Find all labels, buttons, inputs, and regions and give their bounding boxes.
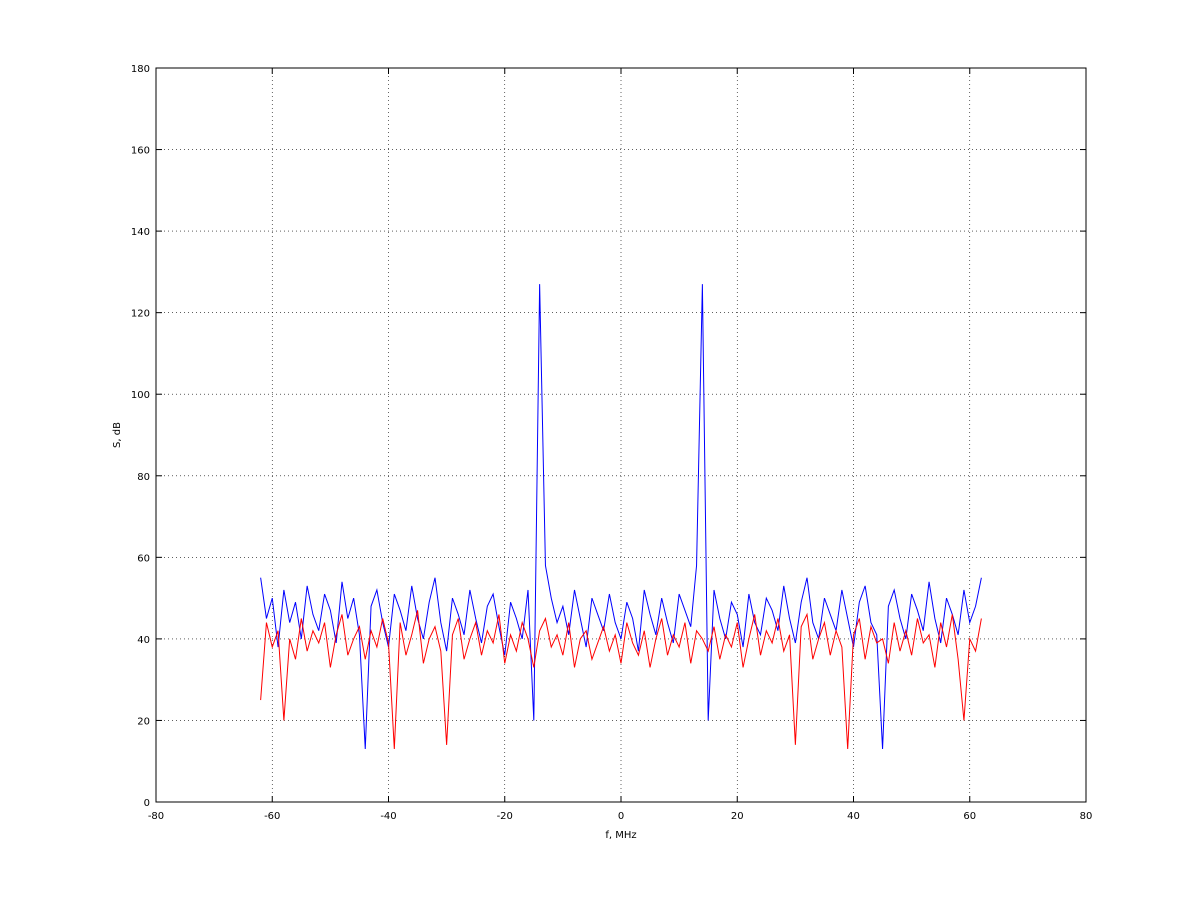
y-tick-label: 160 <box>131 146 150 157</box>
data-line <box>260 610 982 750</box>
y-axis-label: S, dB <box>112 422 123 448</box>
y-tick-label: 120 <box>131 309 150 320</box>
y-tick-label: 20 <box>137 716 150 727</box>
x-tick-label: 80 <box>1080 811 1093 822</box>
y-tick-label: 60 <box>137 553 150 564</box>
x-tick-label: 0 <box>618 811 624 822</box>
plot-frame <box>155 67 1087 803</box>
x-tick-label: -60 <box>264 811 280 822</box>
x-tick-label: -20 <box>497 811 513 822</box>
y-tick-label: 40 <box>137 635 150 646</box>
x-tick-label: 60 <box>963 811 976 822</box>
y-tick-label: 180 <box>131 64 150 75</box>
data-line <box>260 284 982 750</box>
y-tick-label: 100 <box>131 390 150 401</box>
y-tick-label: 0 <box>144 798 150 809</box>
y-tick-label: 80 <box>137 472 150 483</box>
x-tick-label: -80 <box>148 811 164 822</box>
x-tick-label: 40 <box>847 811 860 822</box>
y-tick-label: 140 <box>131 227 150 238</box>
x-tick-label: -40 <box>380 811 396 822</box>
x-tick-label: 20 <box>731 811 744 822</box>
x-axis-label: f, MHz <box>605 830 636 841</box>
